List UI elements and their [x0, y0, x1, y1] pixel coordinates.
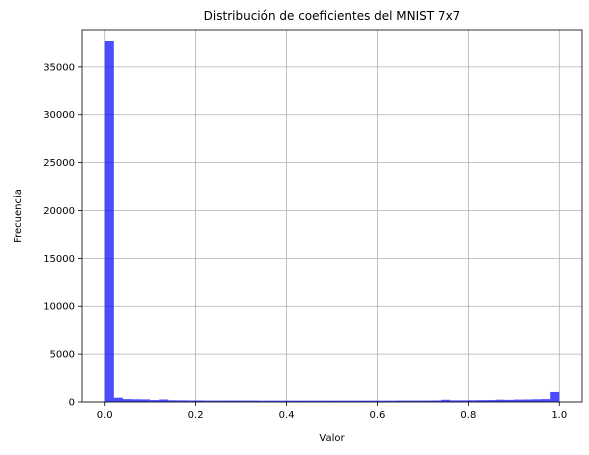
x-axis-ticks: 0.0 0.2 0.4 0.6 0.8 1.0 — [97, 402, 567, 421]
y-tick-label: 30000 — [43, 110, 75, 121]
y-tick-label: 5000 — [50, 350, 75, 361]
histogram-bar — [232, 400, 242, 402]
histogram-bar — [204, 400, 214, 402]
histogram-bar — [341, 400, 351, 402]
histogram-bar — [250, 400, 260, 402]
histogram-bar — [122, 399, 132, 402]
histogram-bar — [268, 400, 278, 402]
histogram-bar — [222, 400, 232, 402]
histogram-bar — [177, 400, 187, 402]
x-tick-label: 0.6 — [370, 410, 386, 421]
histogram-bar — [168, 400, 178, 402]
histogram-bar — [450, 400, 460, 402]
x-axis-label: Valor — [319, 433, 345, 444]
histogram-bar — [495, 399, 505, 402]
y-tick-label: 0 — [69, 398, 75, 409]
histogram-bar — [541, 399, 551, 402]
histogram-bar — [350, 400, 360, 402]
histogram-bar — [286, 400, 296, 402]
histogram-bar — [404, 400, 414, 402]
histogram-bar — [304, 400, 314, 402]
y-tick-label: 25000 — [43, 158, 75, 169]
histogram-bar — [477, 400, 487, 402]
histogram-bar — [504, 399, 514, 402]
histogram-bar — [486, 400, 496, 402]
histogram-bar — [322, 400, 332, 402]
histogram-bar — [513, 399, 523, 402]
histogram-bar — [295, 400, 305, 402]
histogram-bar — [186, 400, 196, 402]
histogram-bar — [441, 399, 451, 402]
histogram-bars — [104, 41, 560, 402]
histogram-bar — [550, 391, 560, 402]
plot-frame — [81, 29, 583, 403]
histogram-bar — [459, 400, 469, 402]
histogram-bar — [259, 400, 269, 402]
histogram-bar — [359, 400, 369, 402]
histogram-bar — [522, 399, 532, 402]
y-tick-label: 35000 — [43, 62, 75, 73]
histogram-bar — [468, 400, 478, 402]
histogram-bar — [313, 400, 323, 402]
y-tick-label: 15000 — [43, 254, 75, 265]
x-tick-label: 0.8 — [460, 410, 476, 421]
histogram-bar — [113, 397, 123, 402]
histogram-bar — [332, 400, 342, 402]
chart-title: Distribución de coeficientes del MNIST 7… — [204, 9, 461, 23]
histogram-bar — [386, 400, 396, 402]
histogram-bar — [395, 400, 405, 402]
x-tick-label: 1.0 — [551, 410, 567, 421]
y-axis-ticks: 0 5000 10000 15000 20000 25000 30000 35000 — [43, 62, 82, 409]
histogram-bar — [277, 400, 287, 402]
histogram-bar — [432, 400, 442, 402]
histogram-bar — [150, 400, 160, 402]
x-tick-label: 0.4 — [279, 410, 295, 421]
x-tick-label: 0.0 — [97, 410, 113, 421]
histogram-bar — [422, 400, 432, 402]
y-tick-label: 20000 — [43, 206, 75, 217]
histogram-bar — [413, 400, 423, 402]
histogram-bar — [141, 399, 151, 402]
y-axis-label: Frecuencia — [13, 189, 24, 243]
x-tick-label: 0.2 — [188, 410, 204, 421]
histogram-bar — [213, 400, 223, 402]
histogram-bar — [195, 400, 205, 402]
histogram-bar — [377, 400, 387, 402]
histogram-bar — [132, 399, 142, 402]
histogram-bar — [104, 41, 114, 402]
grid-lines — [82, 30, 582, 403]
y-tick-label: 10000 — [43, 302, 75, 313]
histogram-bar — [159, 399, 169, 402]
histogram-bar — [368, 400, 378, 402]
histogram-bar — [241, 400, 251, 402]
histogram-bar — [532, 399, 542, 402]
